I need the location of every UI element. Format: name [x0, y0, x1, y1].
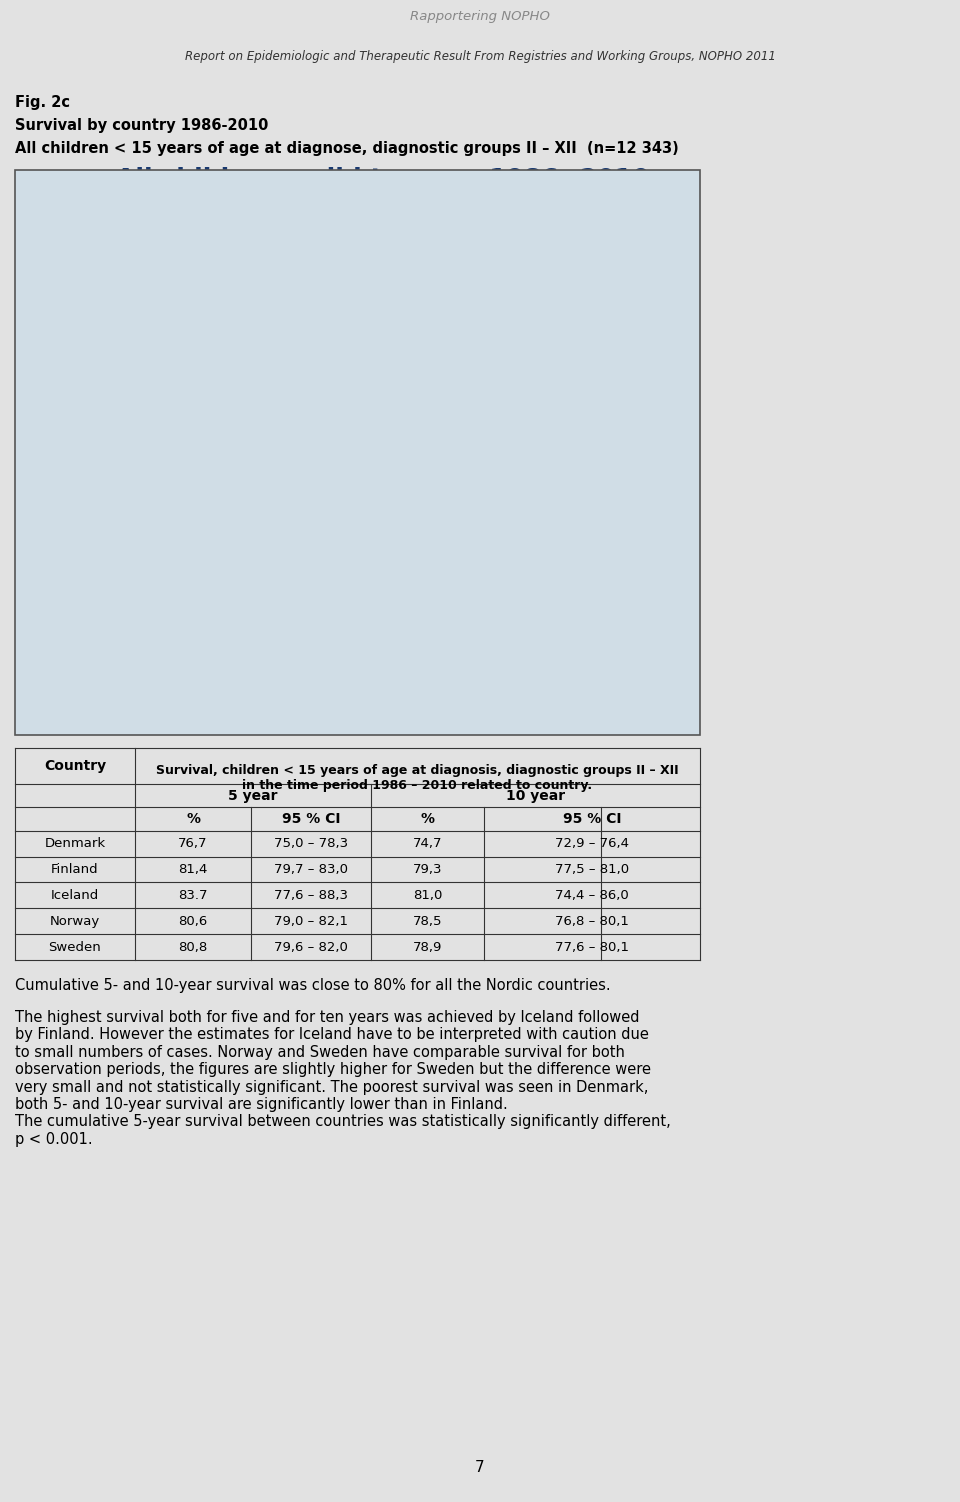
Text: 78,5: 78,5 [413, 915, 443, 928]
Text: 74,7: 74,7 [413, 837, 443, 850]
Text: 74,4 – 86,0: 74,4 – 86,0 [555, 889, 629, 901]
Text: 76,8 – 80,1: 76,8 – 80,1 [555, 915, 629, 928]
Text: 95 % CI: 95 % CI [282, 813, 341, 826]
Text: Sweden: Sweden [49, 940, 102, 954]
Text: 76,7: 76,7 [179, 837, 208, 850]
Text: 81,4: 81,4 [179, 864, 207, 876]
Text: Survival, children < 15 years of age at diagnosis, diagnostic groups II – XII
in: Survival, children < 15 years of age at … [156, 763, 679, 792]
Text: 95 % CI: 95 % CI [563, 813, 621, 826]
Text: Iceland: Iceland [51, 889, 99, 901]
Text: Fig. 2c: Fig. 2c [15, 95, 70, 110]
Text: 75,0 – 78,3: 75,0 – 78,3 [275, 837, 348, 850]
Text: Finland: Finland [51, 864, 99, 876]
Text: 77,6 – 80,1: 77,6 – 80,1 [555, 940, 629, 954]
Text: Norway: Norway [50, 915, 100, 928]
Text: %: % [420, 813, 435, 826]
Text: 10 year: 10 year [506, 789, 565, 802]
Text: 83.7: 83.7 [179, 889, 208, 901]
Text: Survival by country 1986-2010: Survival by country 1986-2010 [15, 119, 269, 134]
Text: Country: Country [44, 759, 106, 774]
Text: 72,9 – 76,4: 72,9 – 76,4 [555, 837, 629, 850]
Text: Cumulative 5- and 10-year survival was close to 80% for all the Nordic countries: Cumulative 5- and 10-year survival was c… [15, 978, 611, 993]
Text: 78,9: 78,9 [413, 940, 443, 954]
X-axis label: Time from diagnosis (years): Time from diagnosis (years) [276, 676, 490, 691]
Text: 80,6: 80,6 [179, 915, 207, 928]
Text: 79,0 – 82,1: 79,0 – 82,1 [275, 915, 348, 928]
Title: All children, solid tumors, 1986−2010: All children, solid tumors, 1986−2010 [116, 167, 649, 191]
Text: 81,0: 81,0 [413, 889, 443, 901]
Text: The highest survival both for five and for ten years was achieved by Iceland fol: The highest survival both for five and f… [15, 1009, 671, 1148]
Text: Rapportering NOPHO: Rapportering NOPHO [410, 11, 550, 23]
Text: 5 year: 5 year [228, 789, 277, 802]
Text: 79,7 – 83,0: 79,7 – 83,0 [275, 864, 348, 876]
Text: 80,8: 80,8 [179, 940, 207, 954]
Text: All children < 15 years of age at diagnose, diagnostic groups II – XII  (n=12 34: All children < 15 years of age at diagno… [15, 141, 679, 156]
Text: %: % [186, 813, 200, 826]
Text: Denmark: Denmark [44, 837, 106, 850]
Text: 79,3: 79,3 [413, 864, 443, 876]
Text: 79,6 – 82,0: 79,6 – 82,0 [275, 940, 348, 954]
Legend: Denmark, Finland, Iceland, Norway, Sweden: Denmark, Finland, Iceland, Norway, Swede… [99, 683, 653, 709]
Text: Report on Epidemiologic and Therapeutic Result From Registries and Working Group: Report on Epidemiologic and Therapeutic … [184, 50, 776, 63]
Text: 7: 7 [475, 1460, 485, 1475]
Text: 77,6 – 88,3: 77,6 – 88,3 [275, 889, 348, 901]
Y-axis label: Cum Survival: Cum Survival [25, 371, 40, 473]
Text: 77,5 – 81,0: 77,5 – 81,0 [555, 864, 629, 876]
